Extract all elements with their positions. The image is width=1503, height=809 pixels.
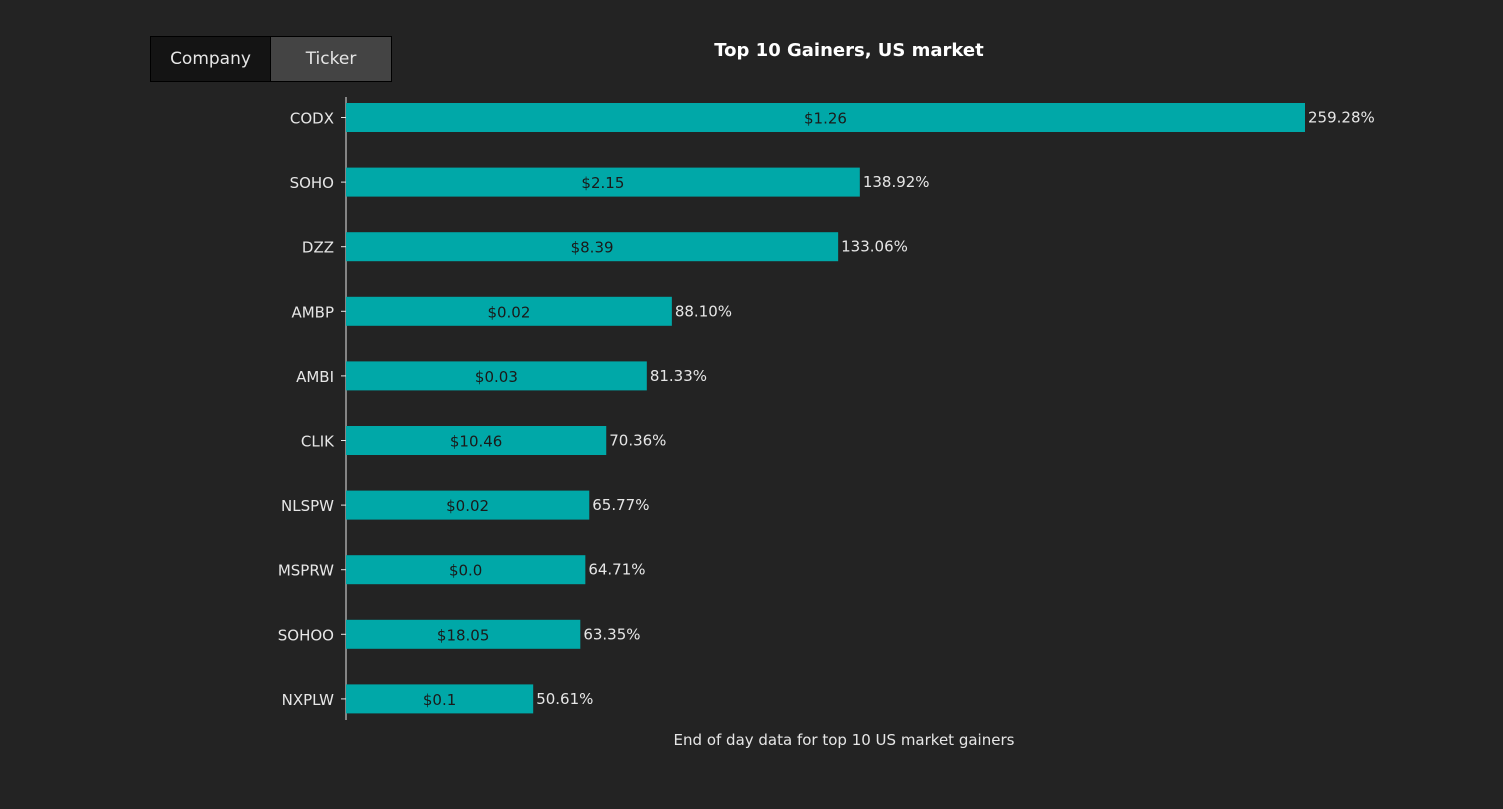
price-label: $2.15 [581, 174, 624, 192]
bar-dzz [346, 232, 839, 262]
percent-gain-label: 259.28% [1308, 109, 1375, 127]
company-toggle-button[interactable]: Company [151, 37, 271, 81]
y-tick-label: NLSPW [281, 497, 334, 515]
price-label: $0.1 [423, 691, 456, 709]
price-label: $8.39 [571, 239, 614, 257]
bar-ambp [346, 296, 672, 326]
percent-gain-label: 64.71% [588, 561, 645, 579]
price-label: $0.03 [475, 368, 518, 386]
percent-gain-label: 63.35% [583, 625, 640, 643]
chart-title: Top 10 Gainers, US market [714, 40, 984, 61]
bar-msprw [346, 555, 586, 585]
percent-gain-label: 65.77% [592, 496, 649, 514]
y-tick-label: MSPRW [278, 562, 334, 580]
y-tick-label: CODX [290, 110, 334, 128]
price-label: $1.26 [804, 110, 847, 128]
percent-gain-label: 88.10% [675, 302, 732, 320]
price-label: $10.46 [450, 433, 503, 451]
percent-gain-label: 70.36% [609, 432, 666, 450]
view-toggle: Company Ticker [150, 36, 392, 82]
chart-caption: End of day data for top 10 US market gai… [674, 731, 1015, 749]
bar-nlspw [346, 490, 590, 520]
y-tick-label: AMBP [291, 303, 334, 321]
bar-soho [346, 167, 860, 197]
price-label: $0.02 [487, 303, 530, 321]
bar-sohoo [346, 619, 581, 649]
y-tick-label: SOHOO [278, 626, 334, 644]
bar-ambi [346, 361, 647, 391]
y-tick-label: NXPLW [282, 691, 335, 709]
price-label: $18.05 [437, 626, 490, 644]
ticker-toggle-button[interactable]: Ticker [271, 37, 391, 81]
y-tick-label: AMBI [296, 368, 334, 386]
percent-gain-label: 81.33% [650, 367, 707, 385]
bar-nxplw [346, 684, 534, 714]
bar-codx [346, 103, 1305, 132]
price-label: $0.0 [449, 562, 482, 580]
y-tick-label: SOHO [290, 174, 334, 192]
percent-gain-label: 50.61% [536, 690, 593, 708]
percent-gain-label: 133.06% [841, 238, 908, 256]
bars-group: CODX $1.26 259.28% SOHO $2.15 138.92% DZZ $8.39… [278, 103, 1375, 714]
bar-clik [346, 426, 607, 455]
percent-gain-label: 138.92% [863, 173, 930, 191]
y-tick-label: DZZ [302, 239, 334, 257]
price-label: $0.02 [446, 497, 489, 515]
y-tick-label: CLIK [301, 433, 335, 451]
